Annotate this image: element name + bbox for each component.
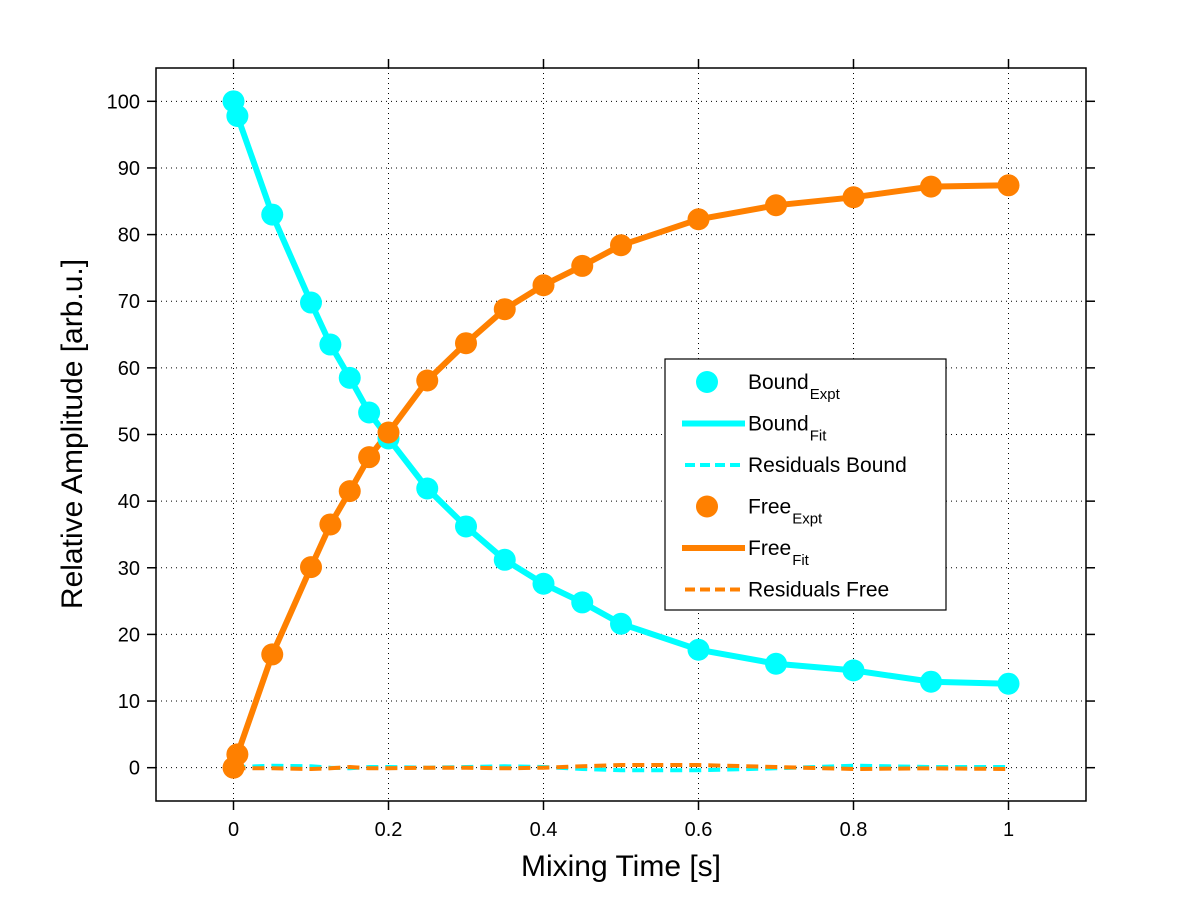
data-point — [416, 477, 439, 500]
x-tick-label: 0.4 — [530, 819, 558, 841]
legend-label: FreeExpt — [748, 496, 823, 528]
legend: BoundExpt BoundFit Residuals Bound FreeExpt… — [664, 358, 947, 611]
legend-marker — [696, 371, 718, 393]
legend-label: Residuals Free — [748, 579, 889, 602]
series-layer — [222, 90, 1020, 779]
x-tick-label: 1 — [1003, 819, 1014, 841]
data-point — [842, 186, 865, 209]
data-point — [920, 175, 942, 198]
data-point — [455, 332, 477, 355]
data-point — [920, 670, 942, 693]
data-point — [338, 366, 361, 389]
series-free-expt — [222, 174, 1020, 779]
y-tick-label: 60 — [118, 358, 140, 380]
series-bound-expt — [222, 90, 1020, 695]
data-point — [765, 652, 787, 675]
legend-item: Residuals Bound — [685, 454, 907, 477]
data-point — [300, 291, 322, 314]
legend-item: BoundFit — [682, 413, 827, 445]
data-point — [300, 556, 322, 579]
data-point — [416, 369, 439, 392]
y-tick-label: 30 — [118, 558, 140, 580]
legend-label: BoundFit — [748, 413, 827, 445]
data-point — [571, 591, 594, 614]
y-tick-label: 100 — [107, 91, 140, 113]
y-tick-label: 40 — [118, 491, 140, 513]
data-point — [261, 203, 284, 226]
data-point — [610, 234, 632, 257]
data-point — [765, 194, 787, 217]
data-point — [493, 298, 516, 321]
data-point — [377, 421, 400, 444]
series-residuals-free — [233, 763, 1009, 771]
data-point — [532, 274, 555, 297]
data-point — [532, 572, 555, 595]
y-tick-label: 20 — [118, 624, 140, 646]
legend-item: FreeFit — [682, 537, 810, 569]
y-tick-label: 50 — [118, 425, 140, 447]
data-point — [261, 643, 284, 666]
legend-marker — [696, 495, 718, 518]
legend-box — [664, 358, 947, 611]
x-axis-title: Mixing Time [s] — [521, 850, 721, 883]
data-point — [226, 743, 249, 766]
x-tick-label: 0.2 — [375, 819, 403, 841]
x-tick-label: 0.8 — [840, 819, 868, 841]
data-point — [358, 446, 381, 469]
data-point — [338, 480, 361, 503]
data-point — [571, 254, 594, 277]
y-tick-label: 10 — [118, 691, 140, 713]
data-point — [455, 515, 477, 538]
data-point — [997, 174, 1020, 197]
data-point — [493, 548, 516, 571]
data-point — [226, 104, 249, 127]
legend-item: BoundExpt — [696, 371, 841, 403]
data-point — [842, 659, 865, 682]
data-point — [358, 401, 381, 424]
data-point — [687, 208, 710, 231]
legend-item: Residuals Free — [685, 579, 889, 602]
data-point — [687, 638, 710, 661]
data-point — [319, 513, 342, 536]
data-point — [319, 333, 342, 356]
y-tick-label: 70 — [118, 291, 140, 313]
y-tick-label: 90 — [118, 158, 140, 180]
x-tick-label: 0.6 — [685, 819, 713, 841]
legend-item: FreeExpt — [696, 495, 823, 528]
legend-label: FreeFit — [748, 537, 810, 569]
y-tick-label: 0 — [129, 758, 140, 780]
data-point — [610, 612, 632, 635]
y-tick-label: 80 — [118, 225, 140, 247]
series-line — [233, 763, 1009, 771]
legend-label: Residuals Bound — [748, 454, 907, 477]
x-tick-label: 0 — [228, 819, 239, 841]
data-point — [997, 672, 1020, 695]
y-axis-title: Relative Amplitude [arb.u.] — [56, 259, 89, 609]
legend-label: BoundExpt — [748, 371, 841, 403]
